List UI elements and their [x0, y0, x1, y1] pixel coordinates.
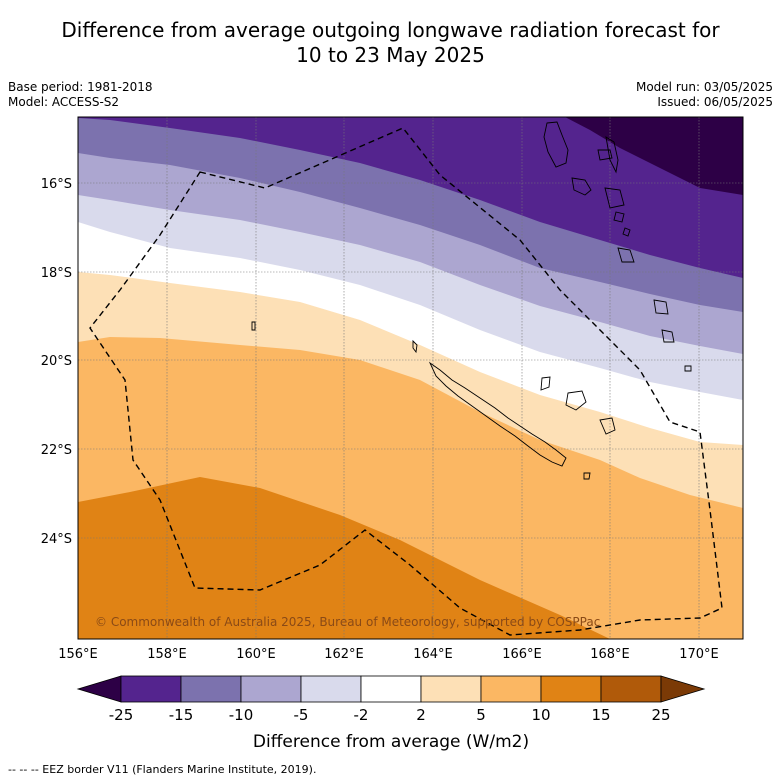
colorbar-extend-low — [76, 675, 122, 703]
lon-label-160e: 160°E — [236, 647, 276, 662]
colorbar-swatch-5 — [360, 675, 422, 703]
latitude-labels: 16°S 18°S 20°S 22°S 24°S — [41, 177, 72, 547]
lat-label-16s: 16°S — [41, 177, 72, 192]
colorbar-extend-high — [660, 675, 706, 703]
colorbar-tick-p5: 5 — [476, 706, 486, 724]
colorbar-tick-p15: 15 — [591, 706, 610, 724]
title-line-1: Difference from average outgoing longwav… — [61, 18, 720, 42]
title-line-2: 10 to 23 May 2025 — [296, 43, 485, 67]
colorbar-swatch-3 — [240, 675, 302, 703]
colorbar-title: Difference from average (W/m2) — [253, 732, 529, 752]
vanuatu-ambae — [597, 149, 613, 161]
colorbar-tick-m5: -5 — [294, 706, 309, 724]
band-m25-extreme — [565, 117, 743, 195]
copyright-notice: © Commonwealth of Australia 2025, Bureau… — [95, 615, 600, 629]
loyalty-island-3 — [599, 417, 616, 435]
vanuatu-efate — [604, 187, 625, 209]
vanuatu-erromango — [617, 247, 635, 263]
vanuatu-pentecost — [605, 136, 619, 174]
lon-label-164e: 164°E — [413, 647, 453, 662]
colorbar-tick-m2: -2 — [354, 706, 369, 724]
vanuatu-espiritu-santo — [543, 121, 569, 168]
lat-label-22s: 22°S — [41, 443, 72, 458]
chesterfield-islet — [251, 321, 256, 331]
eez-border — [89, 127, 723, 636]
vanuatu-islet-1 — [613, 211, 625, 223]
meta-right: Model run: 03/05/2025 Issued: 06/05/2025 — [636, 80, 773, 110]
base-period: Base period: 1981-2018 — [8, 80, 153, 94]
loyalty-island-2 — [565, 390, 587, 411]
colorbar-swatch-9 — [600, 675, 662, 703]
colorbar-tick-p10: 10 — [531, 706, 550, 724]
coastlines — [251, 121, 692, 480]
longitude-labels: 156°E 158°E 160°E 162°E 164°E 166°E 168°… — [58, 647, 719, 662]
lon-label-166e: 166°E — [502, 647, 542, 662]
matthew-island — [684, 365, 692, 372]
colorbar-tick-p25: 25 — [651, 706, 670, 724]
anomaly-field: © Commonwealth of Australia 2025, Bureau… — [78, 117, 743, 639]
lon-label-158e: 158°E — [147, 647, 187, 662]
vanuatu-aneityum — [661, 329, 675, 343]
meta-left: Base period: 1981-2018 Model: ACCESS-S2 — [8, 80, 153, 110]
colorbar-tick-p2: 2 — [416, 706, 426, 724]
colorbar-tick-m10: -10 — [229, 706, 254, 724]
colorbar-swatch-8 — [540, 675, 602, 703]
issued-date: Issued: 06/05/2025 — [657, 95, 773, 109]
lon-label-170e: 170°E — [679, 647, 719, 662]
colorbar-tick-m25: -25 — [109, 706, 134, 724]
lat-label-20s: 20°S — [41, 354, 72, 369]
eez-legend-note: -- -- -- EEZ border V11 (Flanders Marine… — [8, 763, 317, 776]
lon-label-168e: 168°E — [590, 647, 630, 662]
colorbar-tick-m15: -15 — [169, 706, 194, 724]
isle-of-pines — [583, 472, 591, 480]
colorbar-swatch-7 — [480, 675, 542, 703]
vanuatu-malekula — [571, 177, 592, 196]
new-caledonia-outline — [428, 361, 567, 467]
vanuatu-tanna — [653, 299, 669, 315]
band-m25-m15 — [78, 117, 743, 278]
lat-label-18s: 18°S — [41, 266, 72, 281]
belep-island — [412, 339, 418, 354]
colorbar-swatch-2 — [180, 675, 242, 703]
lon-label-162e: 162°E — [324, 647, 364, 662]
map-frame — [77, 116, 744, 640]
vanuatu-islet-2 — [622, 227, 631, 237]
lon-label-156e: 156°E — [58, 647, 98, 662]
colorbar-swatch-4 — [300, 675, 362, 703]
loyalty-island-1 — [540, 376, 551, 391]
map-title: Difference from average outgoing longwav… — [0, 18, 781, 68]
colorbar — [76, 675, 706, 703]
lat-label-24s: 24°S — [41, 532, 72, 547]
colorbar-ticks: -25 -15 -10 -5 -2 2 5 10 15 25 — [109, 706, 671, 724]
gridlines — [78, 117, 743, 639]
colorbar-swatch-6 — [420, 675, 482, 703]
model-run: Model run: 03/05/2025 — [635, 80, 773, 94]
colorbar-swatch-1 — [120, 675, 182, 703]
model-name: Model: ACCESS-S2 — [8, 95, 120, 109]
